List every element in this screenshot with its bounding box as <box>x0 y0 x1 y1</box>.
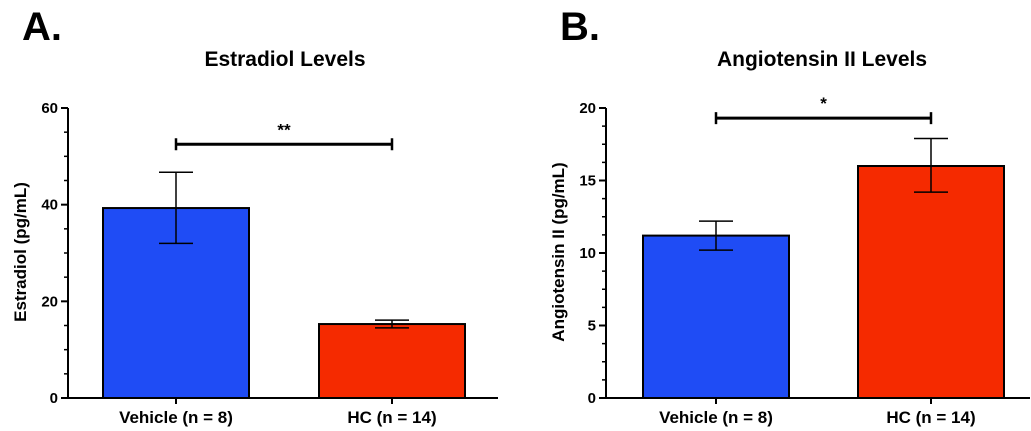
chart-b-y-tick-label: 20 <box>579 100 596 117</box>
chart-b-y-tick-label: 0 <box>588 390 596 407</box>
chart-a-title: Estradiol Levels <box>204 48 365 71</box>
chart-b-y-tick-label: 10 <box>579 245 596 262</box>
chart-a-significance-label: ** <box>277 120 291 139</box>
chart-a-category-label: HC (n = 14) <box>347 408 436 427</box>
chart-a-bar <box>318 323 466 399</box>
chart-b-bar <box>642 234 790 399</box>
chart-b-category-label: Vehicle (n = 8) <box>659 408 773 427</box>
chart-a-category-label: Vehicle (n = 8) <box>119 408 233 427</box>
panel-a-estradiol-chart: A. Estradiol Levels Estradiol (pg/mL) 0 2… <box>11 5 498 427</box>
panel-b-letter: B. <box>560 5 600 49</box>
chart-b-category-label: HC (n = 14) <box>886 408 975 427</box>
chart-a-marks: 0 20 40 60 Vehicle (n = 8) HC (n = 14) ** <box>41 100 498 427</box>
panel-b-angiotensin-chart: B. Angiotensin II Levels Angiotensin II … <box>549 5 1030 427</box>
chart-b-title: Angiotensin II Levels <box>717 48 927 71</box>
chart-b-significance-label: * <box>820 94 827 113</box>
chart-a-y-tick-label: 0 <box>50 390 58 407</box>
chart-b-y-tick-label: 5 <box>588 318 596 335</box>
panel-a-letter: A. <box>22 5 62 49</box>
chart-a-y-axis-label: Estradiol (pg/mL) <box>11 182 30 322</box>
chart-b-bar <box>857 165 1005 399</box>
chart-b-y-tick-label: 15 <box>579 173 596 190</box>
chart-a-y-tick-label: 40 <box>41 197 58 214</box>
chart-b-y-axis-label: Angiotensin II (pg/mL) <box>549 162 568 341</box>
chart-a-y-tick-label: 60 <box>41 100 58 117</box>
chart-b-marks: 0 5 10 15 20 Vehicle (n = 8) HC (n = 14) * <box>579 94 1030 427</box>
chart-a-y-tick-label: 20 <box>41 293 58 310</box>
